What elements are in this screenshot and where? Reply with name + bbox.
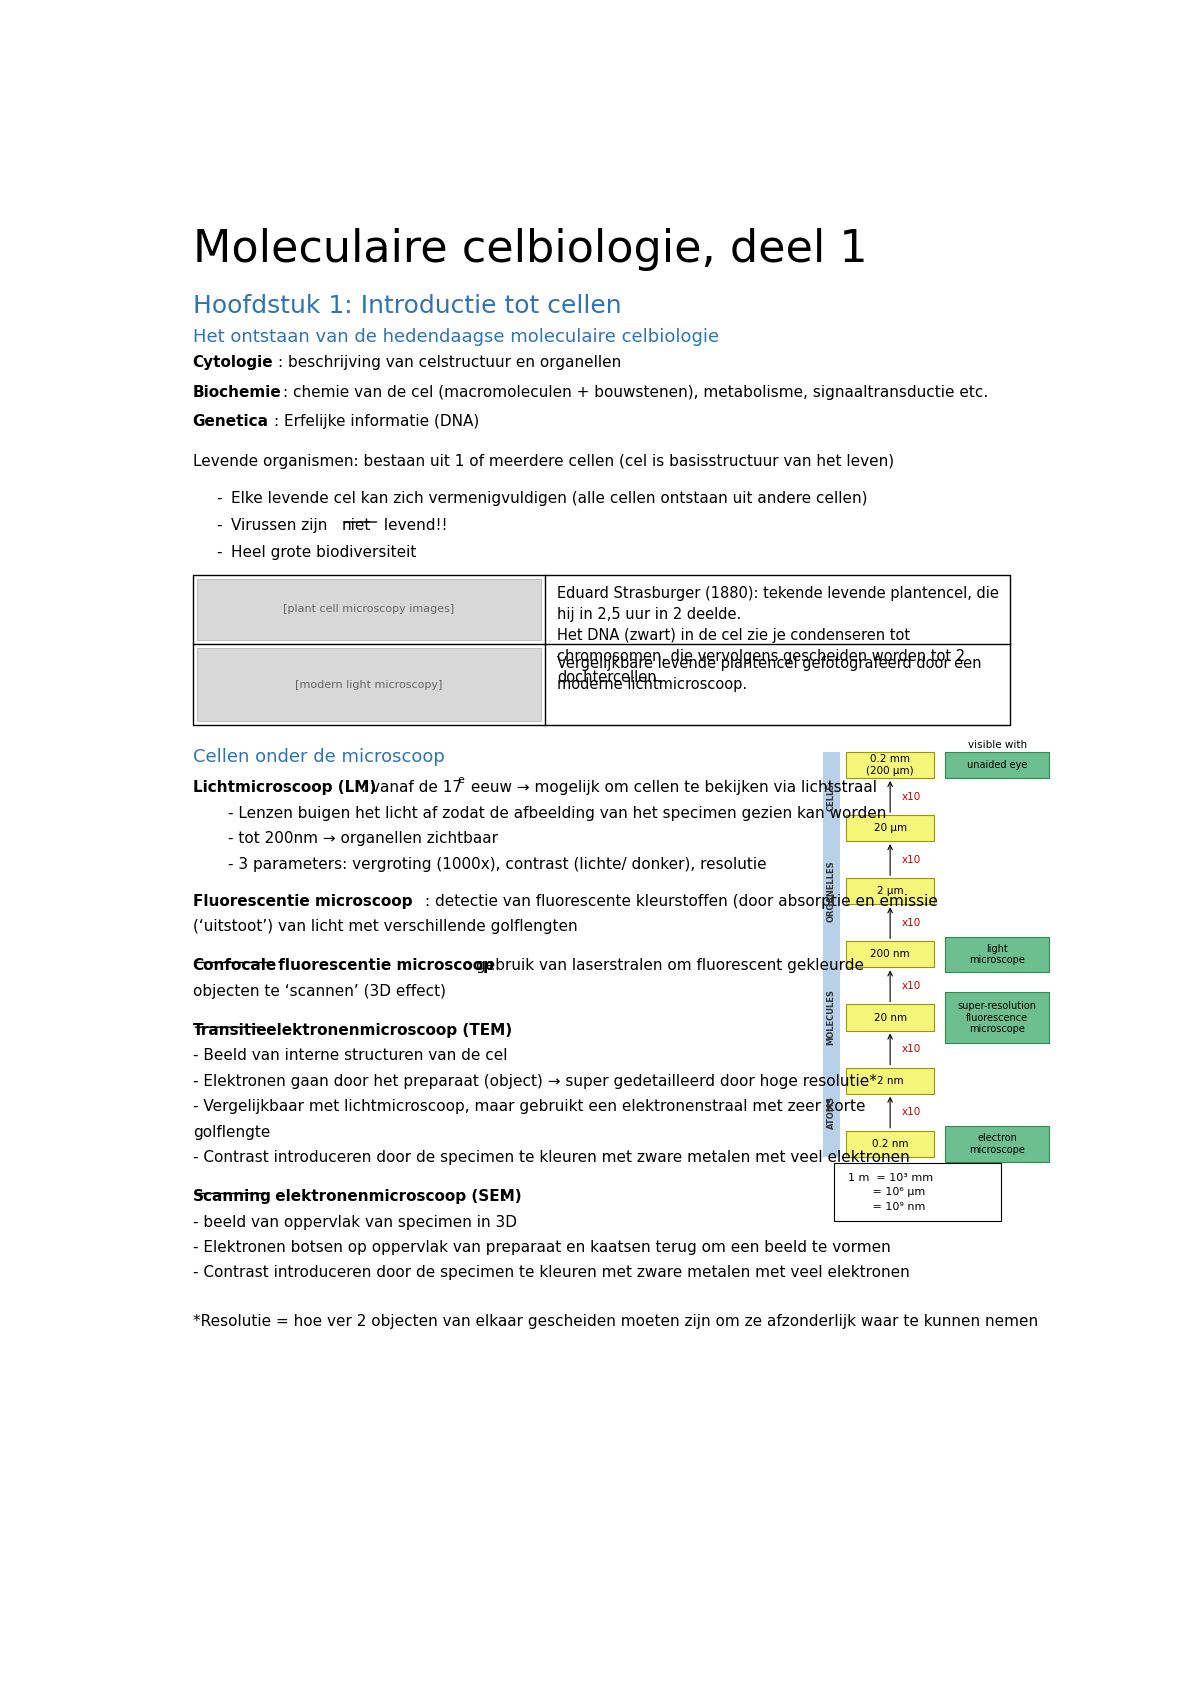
Text: - Vergelijkbaar met lichtmicroscoop, maar gebruikt een elektronenstraal met zeer: - Vergelijkbaar met lichtmicroscoop, maa…	[193, 1100, 865, 1115]
Text: golflengte: golflengte	[193, 1125, 270, 1140]
Text: niet: niet	[342, 518, 371, 533]
Text: Levende organismen: bestaan uit 1 of meerdere cellen (cel is basisstructuur van : Levende organismen: bestaan uit 1 of mee…	[193, 453, 894, 468]
FancyBboxPatch shape	[946, 1127, 1049, 1161]
Text: x10: x10	[901, 855, 922, 865]
Text: visible with: visible with	[967, 740, 1027, 750]
Text: Genetica: Genetica	[193, 414, 269, 429]
Text: Hoofdstuk 1: Introductie tot cellen: Hoofdstuk 1: Introductie tot cellen	[193, 294, 622, 317]
Text: e: e	[457, 776, 463, 786]
Text: *Resolutie = hoe ver 2 objecten van elkaar gescheiden moeten zijn om ze afzonder: *Resolutie = hoe ver 2 objecten van elka…	[193, 1313, 1038, 1329]
Text: 200 nm: 200 nm	[870, 949, 910, 959]
Text: eeuw → mogelijk om cellen te bekijken via lichtstraal: eeuw → mogelijk om cellen te bekijken vi…	[466, 781, 877, 796]
Text: : gebruik van laserstralen om fluorescent gekleurde: : gebruik van laserstralen om fluorescen…	[466, 959, 864, 974]
FancyBboxPatch shape	[834, 1162, 1001, 1220]
FancyBboxPatch shape	[193, 575, 1010, 725]
Text: Transitie: Transitie	[193, 1023, 268, 1039]
Text: -: -	[216, 518, 221, 533]
Text: x10: x10	[901, 1044, 922, 1054]
Text: : beschrijving van celstructuur en organellen: : beschrijving van celstructuur en organ…	[278, 355, 622, 370]
Text: x10: x10	[901, 791, 922, 801]
Text: (‘uitstoot’) van licht met verschillende golflengten: (‘uitstoot’) van licht met verschillende…	[193, 920, 577, 933]
Text: fluorescentie microscoop: fluorescentie microscoop	[274, 959, 494, 974]
Text: : detectie van fluorescente kleurstoffen (door absorptie en emissie: : detectie van fluorescente kleurstoffen…	[425, 894, 938, 908]
Text: - Lenzen buigen het licht af zodat de afbeelding van het specimen gezien kan wor: - Lenzen buigen het licht af zodat de af…	[228, 806, 886, 821]
Text: [plant cell microscopy images]: [plant cell microscopy images]	[283, 604, 455, 614]
Text: objecten te ‘scannen’ (3D effect): objecten te ‘scannen’ (3D effect)	[193, 984, 445, 998]
Text: Lichtmicroscoop (LM): Lichtmicroscoop (LM)	[193, 781, 376, 796]
FancyBboxPatch shape	[823, 942, 840, 1095]
Text: 20 nm: 20 nm	[874, 1013, 907, 1023]
Text: - Elektronen botsen op oppervlak van preparaat en kaatsen terug om een beeld te : - Elektronen botsen op oppervlak van pre…	[193, 1241, 890, 1256]
Text: - Beeld van interne structuren van de cel: - Beeld van interne structuren van de ce…	[193, 1049, 508, 1064]
Text: ORGANELLES: ORGANELLES	[827, 860, 835, 921]
FancyBboxPatch shape	[946, 752, 1049, 777]
FancyBboxPatch shape	[197, 579, 541, 640]
Text: Cytologie: Cytologie	[193, 355, 274, 370]
Text: Eduard Strasburger (1880): tekende levende plantencel, die
hij in 2,5 uur in 2 d: Eduard Strasburger (1880): tekende leven…	[557, 587, 998, 686]
Text: -: -	[216, 490, 221, 506]
Text: :: :	[502, 1190, 506, 1205]
Text: light
microscope: light microscope	[970, 944, 1025, 966]
Text: - Elektronen gaan door het preparaat (object) → super gedetailleerd door hoge re: - Elektronen gaan door het preparaat (ob…	[193, 1074, 876, 1089]
Text: Cellen onder de microscoop: Cellen onder de microscoop	[193, 748, 444, 765]
Text: [modern light microscopy]: [modern light microscopy]	[295, 679, 443, 689]
Text: x10: x10	[901, 1106, 922, 1117]
Text: - beeld van oppervlak van specimen in 3D: - beeld van oppervlak van specimen in 3D	[193, 1215, 517, 1230]
Text: x10: x10	[901, 981, 922, 991]
Text: Heel grote biodiversiteit: Heel grote biodiversiteit	[232, 545, 416, 560]
Text: Virussen zijn: Virussen zijn	[232, 518, 332, 533]
FancyBboxPatch shape	[846, 1067, 935, 1095]
Text: electron
microscope: electron microscope	[970, 1134, 1025, 1154]
FancyBboxPatch shape	[846, 1130, 935, 1157]
Text: Vergelijkbare levende plantencel gefotografeerd door een
moderne lichtmicroscoop: Vergelijkbare levende plantencel gefotog…	[557, 655, 982, 692]
Text: Het ontstaan van de hedendaagse moleculaire celbiologie: Het ontstaan van de hedendaagse molecula…	[193, 329, 719, 346]
Text: -: -	[216, 545, 221, 560]
Text: : vanaf de 17: : vanaf de 17	[361, 781, 462, 796]
FancyBboxPatch shape	[823, 1067, 840, 1157]
Text: Biochemie: Biochemie	[193, 385, 281, 399]
Text: - tot 200nm → organellen zichtbaar: - tot 200nm → organellen zichtbaar	[228, 832, 498, 847]
FancyBboxPatch shape	[846, 942, 935, 967]
Text: Fluorescentie microscoop: Fluorescentie microscoop	[193, 894, 412, 908]
Text: 1 m  = 10³ mm
       = 10⁶ μm
       = 10⁹ nm: 1 m = 10³ mm = 10⁶ μm = 10⁹ nm	[847, 1173, 932, 1212]
Text: 2 μm: 2 μm	[877, 886, 904, 896]
FancyBboxPatch shape	[197, 648, 541, 721]
Text: ATOMS: ATOMS	[827, 1096, 835, 1129]
Text: x10: x10	[901, 918, 922, 928]
Text: Elke levende cel kan zich vermenigvuldigen (alle cellen ontstaan uit andere cell: Elke levende cel kan zich vermenigvuldig…	[232, 490, 868, 506]
Text: 0.2 nm: 0.2 nm	[872, 1139, 908, 1149]
Text: Scanning: Scanning	[193, 1190, 271, 1205]
Text: MOLECULES: MOLECULES	[827, 989, 835, 1045]
Text: - Contrast introduceren door de specimen te kleuren met zware metalen met veel e: - Contrast introduceren door de specimen…	[193, 1151, 910, 1164]
Text: CELLS: CELLS	[827, 782, 835, 811]
FancyBboxPatch shape	[823, 752, 840, 842]
FancyBboxPatch shape	[946, 991, 1049, 1044]
Text: :: :	[479, 1023, 485, 1039]
Text: 20 μm: 20 μm	[874, 823, 907, 833]
Text: Moleculaire celbiologie, deel 1: Moleculaire celbiologie, deel 1	[193, 229, 868, 272]
Text: elektronenmicroscoop (TEM): elektronenmicroscoop (TEM)	[260, 1023, 512, 1039]
FancyBboxPatch shape	[846, 815, 935, 842]
FancyBboxPatch shape	[846, 1005, 935, 1030]
Text: : chemie van de cel (macromoleculen + bouwstenen), metabolisme, signaaltransduct: : chemie van de cel (macromoleculen + bo…	[283, 385, 989, 399]
FancyBboxPatch shape	[846, 877, 935, 905]
Text: Confocale: Confocale	[193, 959, 277, 974]
Text: unaided eye: unaided eye	[967, 760, 1027, 770]
Text: 0.2 mm
(200 μm): 0.2 mm (200 μm)	[866, 753, 914, 776]
Text: levend!!: levend!!	[379, 518, 448, 533]
Text: elektronenmicroscoop (SEM): elektronenmicroscoop (SEM)	[270, 1190, 522, 1205]
Text: : Erfelijke informatie (DNA): : Erfelijke informatie (DNA)	[274, 414, 479, 429]
FancyBboxPatch shape	[946, 937, 1049, 972]
Text: - Contrast introduceren door de specimen te kleuren met zware metalen met veel e: - Contrast introduceren door de specimen…	[193, 1266, 910, 1281]
Text: - 3 parameters: vergroting (1000x), contrast (lichte/ donker), resolutie: - 3 parameters: vergroting (1000x), cont…	[228, 857, 766, 872]
FancyBboxPatch shape	[846, 752, 935, 777]
Text: super-resolution
fluorescence
microscope: super-resolution fluorescence microscope	[958, 1001, 1037, 1033]
FancyBboxPatch shape	[823, 815, 840, 967]
Text: 2 nm: 2 nm	[877, 1076, 904, 1086]
